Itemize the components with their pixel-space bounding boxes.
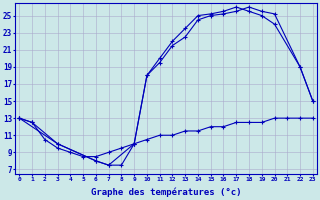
X-axis label: Graphe des températures (°c): Graphe des températures (°c) bbox=[91, 188, 241, 197]
